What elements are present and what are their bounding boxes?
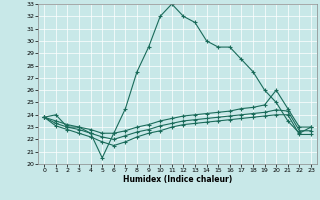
X-axis label: Humidex (Indice chaleur): Humidex (Indice chaleur) [123,175,232,184]
